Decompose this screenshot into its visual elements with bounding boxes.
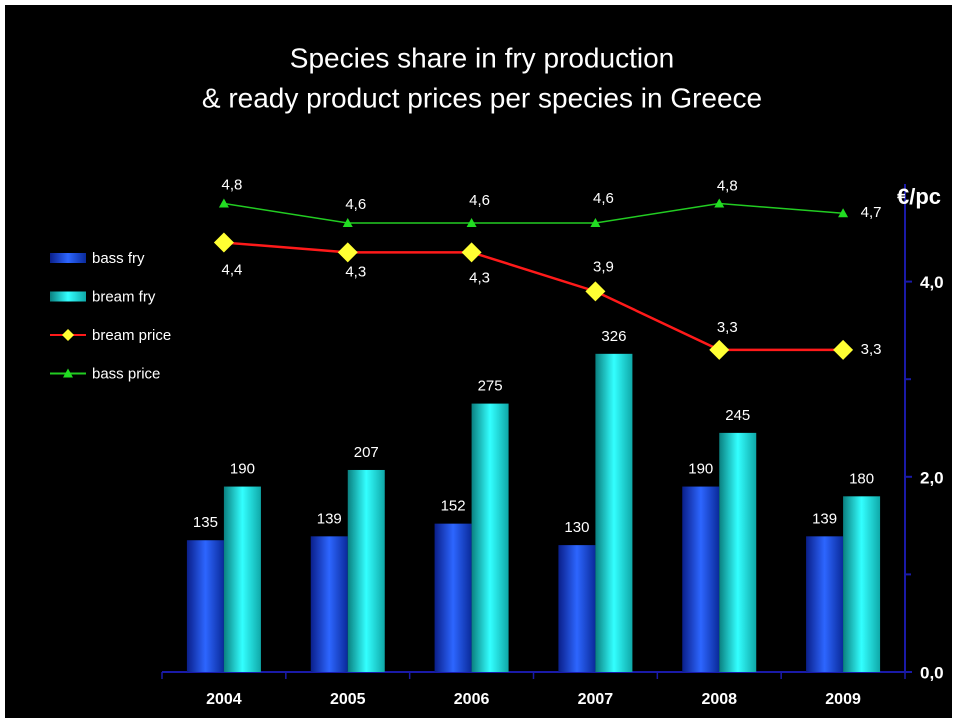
point-label: 4,3 bbox=[345, 263, 366, 280]
legend-label: bream price bbox=[92, 327, 171, 344]
point-label: 4,6 bbox=[593, 190, 614, 207]
x-tick-label: 2004 bbox=[206, 691, 242, 708]
legend-marker bbox=[62, 329, 74, 341]
chart-title: Species share in fry production bbox=[290, 42, 674, 73]
y2-axis-title: €/pc bbox=[897, 184, 941, 209]
point-label: 3,9 bbox=[593, 258, 614, 275]
bar-label: 130 bbox=[564, 519, 589, 536]
bar bbox=[434, 523, 472, 672]
marker bbox=[342, 218, 353, 228]
point-label: 4,4 bbox=[221, 262, 242, 279]
point-label: 4,8 bbox=[717, 177, 738, 194]
bar bbox=[719, 432, 757, 672]
legend-label: bream fry bbox=[92, 288, 156, 305]
legend-label: bass price bbox=[92, 365, 160, 382]
bar bbox=[471, 403, 509, 672]
line bbox=[223, 202, 844, 224]
point-label: 4,6 bbox=[469, 192, 490, 209]
bar-label: 139 bbox=[812, 510, 837, 527]
marker bbox=[585, 281, 606, 302]
marker bbox=[709, 339, 730, 360]
bar bbox=[186, 540, 224, 672]
bar bbox=[843, 496, 881, 672]
x-tick-label: 2009 bbox=[825, 691, 861, 708]
point-label: 4,3 bbox=[469, 269, 490, 286]
legend-swatch bbox=[50, 291, 86, 302]
bar-label: 139 bbox=[317, 510, 342, 527]
point-label: 4,6 bbox=[345, 196, 366, 213]
marker bbox=[838, 208, 849, 218]
legend-label: bass fry bbox=[92, 250, 145, 267]
bar-label: 275 bbox=[478, 378, 503, 395]
bar-label: 190 bbox=[688, 461, 713, 478]
legend-swatch bbox=[50, 253, 86, 263]
point-label: 3,3 bbox=[861, 341, 882, 358]
marker bbox=[337, 242, 358, 263]
bar-label: 326 bbox=[601, 328, 626, 345]
y2-tick-label: 4,0 bbox=[920, 273, 944, 292]
x-tick-label: 2008 bbox=[701, 691, 737, 708]
legend-marker bbox=[63, 368, 73, 378]
marker bbox=[466, 218, 477, 228]
marker bbox=[833, 339, 854, 360]
bar-label: 190 bbox=[230, 461, 255, 478]
bar-label: 135 bbox=[193, 514, 218, 531]
marker bbox=[590, 218, 601, 228]
bar bbox=[223, 486, 261, 672]
y2-tick-label: 2,0 bbox=[920, 468, 944, 487]
marker bbox=[213, 232, 234, 253]
chart-title: & ready product prices per species in Gr… bbox=[202, 82, 762, 113]
point-label: 4,8 bbox=[221, 176, 242, 193]
line bbox=[223, 241, 844, 352]
x-tick-label: 2007 bbox=[578, 691, 614, 708]
bar bbox=[347, 469, 385, 672]
bar bbox=[558, 545, 596, 672]
point-label: 3,3 bbox=[717, 319, 738, 336]
bar bbox=[310, 536, 348, 672]
point-label: 4,7 bbox=[861, 204, 882, 221]
y2-tick-label: 0,0 bbox=[920, 663, 944, 682]
bar-label: 245 bbox=[725, 407, 750, 424]
bar-label: 180 bbox=[849, 470, 874, 487]
x-tick-label: 2006 bbox=[454, 691, 490, 708]
x-tick-label: 2005 bbox=[330, 691, 366, 708]
bar-label: 152 bbox=[441, 498, 466, 515]
bar bbox=[595, 353, 633, 672]
marker bbox=[461, 242, 482, 263]
marker bbox=[218, 198, 229, 208]
marker bbox=[714, 198, 725, 208]
bar bbox=[806, 536, 844, 672]
bar-label: 207 bbox=[354, 444, 379, 461]
bar bbox=[682, 486, 720, 672]
